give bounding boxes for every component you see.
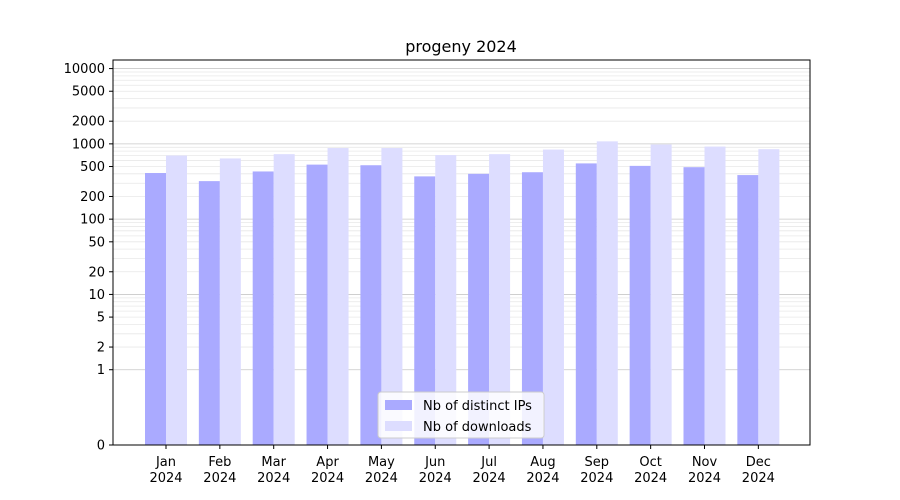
legend-swatch [385, 400, 412, 410]
y-axis: 0 1 2 5 10 20 50 100 200 500 1000 2000 5000 10000 [64, 62, 113, 454]
x-tick-label-month: Jul [480, 455, 497, 470]
bar-downloads [435, 155, 457, 446]
bar-downloads [542, 149, 564, 445]
y-tick-label: 2000 [72, 115, 105, 130]
bar-downloads [273, 154, 295, 446]
x-tick-label-year: 2024 [257, 471, 290, 486]
y-tick-label: 20 [88, 265, 105, 280]
bar-downloads [650, 144, 672, 445]
bar-downloads [758, 149, 780, 445]
bar-distinct-ips [575, 163, 597, 445]
bar-distinct-ips [414, 176, 436, 445]
bar-distinct-ips [306, 164, 328, 445]
x-tick-label-month: Oct [639, 455, 661, 470]
x-tick-label-month: Mar [261, 455, 286, 470]
bar-downloads [596, 141, 618, 445]
legend-box [377, 391, 545, 439]
x-tick-label-year: 2024 [419, 471, 452, 486]
x-tick-label-year: 2024 [526, 471, 559, 486]
bar-distinct-ips [683, 167, 705, 445]
bar-downloads [489, 154, 511, 446]
x-tick-label-year: 2024 [365, 471, 398, 486]
x-tick-label-year: 2024 [688, 471, 721, 486]
bar-distinct-ips [521, 172, 543, 446]
y-tick-label: 10000 [64, 62, 105, 77]
bar-distinct-ips [252, 171, 274, 446]
x-tick-label-year: 2024 [580, 471, 613, 486]
y-tick-label: 2 [97, 341, 105, 356]
bar-distinct-ips [737, 175, 759, 445]
x-tick-label-year: 2024 [742, 471, 775, 486]
legend-label: Nb of downloads [423, 420, 532, 435]
x-tick-label-month: Dec [746, 455, 771, 470]
bar-downloads [704, 146, 726, 445]
legend-swatch [385, 421, 412, 431]
y-tick-label: 5000 [72, 85, 105, 100]
bar-downloads [381, 148, 403, 445]
bar-distinct-ips [468, 173, 490, 446]
bar-downloads [166, 155, 187, 445]
y-tick-label: 0 [97, 439, 105, 454]
y-tick-label: 500 [80, 160, 105, 175]
x-tick-label-month: Apr [316, 455, 339, 470]
y-tick-label: 50 [88, 235, 105, 250]
y-tick-label: 5 [97, 311, 105, 326]
y-tick-label: 200 [80, 190, 105, 205]
x-tick-label-month: Jun [424, 455, 445, 470]
x-tick-label-month: Nov [692, 455, 718, 470]
x-tick-label-year: 2024 [473, 471, 506, 486]
x-tick-label-month: Jan [155, 455, 176, 470]
x-tick-label-year: 2024 [203, 471, 236, 486]
x-tick-label-year: 2024 [311, 471, 344, 486]
bar-downloads [219, 158, 241, 445]
x-tick-label-month: May [368, 455, 395, 470]
y-tick-label: 1 [97, 363, 105, 378]
bar-distinct-ips [360, 165, 382, 445]
x-tick-label-year: 2024 [634, 471, 667, 486]
x-tick-label-month: Feb [208, 455, 231, 470]
x-tick-label-month: Sep [585, 455, 610, 470]
bars [145, 141, 780, 446]
x-tick-label-year: 2024 [149, 471, 182, 486]
plot-frame [112, 59, 811, 446]
y-tick-label: 1000 [72, 137, 105, 152]
x-tick-label-month: Aug [530, 455, 555, 470]
y-tick-label: 10 [88, 288, 105, 303]
x-axis: Jan2024Feb2024Mar2024Apr2024May2024Jun20… [149, 445, 775, 486]
bar-distinct-ips [198, 181, 220, 445]
bar-distinct-ips [145, 173, 166, 445]
legend: Nb of distinct IPs Nb of downloads [377, 391, 545, 439]
y-tick-label: 100 [80, 213, 105, 228]
chart-title: progeny 2024 [405, 37, 517, 56]
legend-label: Nb of distinct IPs [423, 399, 532, 414]
bar-distinct-ips [629, 165, 651, 445]
bar-downloads [327, 148, 349, 445]
